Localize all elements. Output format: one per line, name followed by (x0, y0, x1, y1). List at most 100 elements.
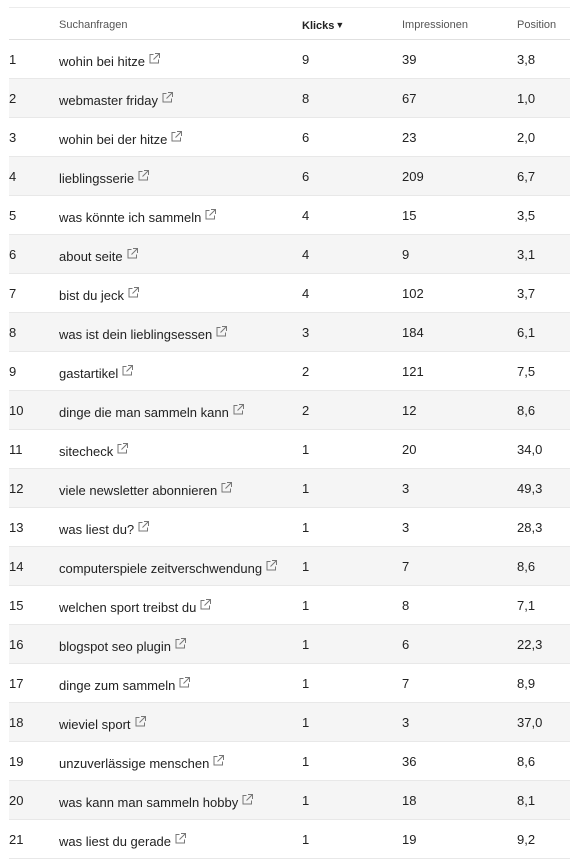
row-number: 17 (9, 676, 24, 691)
query-text: wieviel sport (59, 717, 131, 732)
row-number: 13 (9, 520, 24, 535)
impressions-value: 184 (402, 325, 424, 340)
klicks-value: 1 (302, 832, 310, 847)
external-link-icon[interactable] (213, 754, 225, 766)
impressions-value: 18 (402, 793, 417, 808)
impressions-value: 8 (402, 598, 410, 613)
position-value: 8,6 (517, 559, 536, 574)
query-cell: computerspiele zeitverschwendung (59, 559, 278, 576)
table-row: 13 was liest du? 1 3 28,3 (9, 508, 570, 547)
row-number: 14 (9, 559, 24, 574)
table-row: 15 welchen sport treibst du 1 8 7,1 (9, 586, 570, 625)
external-link-icon[interactable] (138, 520, 150, 532)
impressions-value: 121 (402, 364, 424, 379)
external-link-icon[interactable] (135, 715, 146, 727)
impressions-value: 9 (402, 247, 410, 262)
klicks-value: 1 (302, 442, 310, 457)
external-link-icon[interactable] (122, 364, 134, 376)
query-text: viele newsletter abonnieren (59, 483, 218, 498)
external-link-icon[interactable] (179, 676, 191, 688)
impressions-value: 67 (402, 91, 417, 106)
query-text: was kann man sammeln hobby (59, 795, 239, 810)
klicks-value: 1 (302, 754, 310, 769)
external-link-icon[interactable] (117, 442, 129, 454)
impressions-value: 20 (402, 442, 417, 457)
klicks-value: 4 (302, 286, 310, 301)
table-row: 18 wieviel sport 1 3 37,0 (9, 703, 570, 742)
position-value: 22,3 (517, 637, 543, 652)
column-header-klicks[interactable]: Klicks▼ (302, 18, 344, 33)
query-text: was liest du? (59, 522, 135, 537)
external-link-icon[interactable] (175, 637, 187, 649)
klicks-value: 6 (302, 130, 310, 145)
position-value: 28,3 (517, 520, 543, 535)
table-row: 12 viele newsletter abonnieren 1 3 49,3 (9, 469, 570, 508)
query-cell: was könnte ich sammeln (59, 208, 217, 225)
position-value: 3,8 (517, 52, 536, 67)
query-cell: was kann man sammeln hobby (59, 793, 254, 810)
table-row: 8 was ist dein lieblingsessen 3 184 6,1 (9, 313, 570, 352)
table-row: 10 dinge die man sammeln kann 2 12 8,6 (9, 391, 570, 430)
external-link-icon[interactable] (242, 793, 254, 805)
external-link-icon[interactable] (205, 208, 217, 220)
position-value: 1,0 (517, 91, 536, 106)
external-link-icon[interactable] (171, 130, 183, 142)
impressions-value: 3 (402, 520, 410, 535)
table-header: Suchanfragen Klicks▼ Impressionen Positi… (9, 7, 570, 40)
external-link-icon[interactable] (200, 598, 212, 610)
position-value: 8,6 (517, 754, 536, 769)
column-header-position[interactable]: Position (517, 19, 557, 31)
klicks-value: 1 (302, 481, 310, 496)
query-cell: gastartikel (59, 364, 134, 381)
column-header-impressions[interactable]: Impressionen (402, 19, 469, 31)
query-text: blogspot seo plugin (59, 639, 172, 654)
impressions-value: 7 (402, 559, 410, 574)
query-cell: was liest du gerade (59, 832, 187, 849)
table-row: 6 about seite 4 9 3,1 (9, 235, 570, 274)
query-text: welchen sport treibst du (59, 600, 197, 615)
impressions-value: 102 (402, 286, 424, 301)
klicks-value: 8 (302, 91, 310, 106)
table-row: 3 wohin bei der hitze 6 23 2,0 (9, 118, 570, 157)
impressions-value: 36 (402, 754, 417, 769)
impressions-value: 19 (402, 832, 417, 847)
external-link-icon[interactable] (233, 403, 244, 415)
impressions-value: 23 (402, 130, 417, 145)
column-header-query[interactable]: Suchanfragen (59, 19, 128, 31)
position-value: 3,5 (517, 208, 536, 223)
table-row: 16 blogspot seo plugin 1 6 22,3 (9, 625, 570, 664)
query-text: lieblingsserie (59, 171, 135, 186)
query-cell: about seite (59, 247, 138, 264)
query-cell: wieviel sport (59, 715, 146, 732)
external-link-icon[interactable] (221, 481, 233, 493)
klicks-value: 1 (302, 559, 310, 574)
klicks-value: 1 (302, 793, 310, 808)
klicks-value: 1 (302, 676, 310, 691)
external-link-icon[interactable] (162, 91, 173, 103)
klicks-value: 1 (302, 715, 310, 730)
table-row: 21 was liest du gerade 1 19 9,2 (9, 820, 570, 859)
table-row: 7 bist du jeck 4 102 3,7 (9, 274, 570, 313)
position-value: 2,0 (517, 130, 536, 145)
klicks-value: 4 (302, 247, 310, 262)
external-link-icon[interactable] (149, 52, 160, 64)
row-number: 2 (9, 91, 17, 106)
query-text: wohin bei der hitze (59, 132, 168, 147)
impressions-value: 6 (402, 637, 410, 652)
external-link-icon[interactable] (216, 325, 228, 337)
row-number: 21 (9, 832, 24, 847)
table-row: 11 sitecheck 1 20 34,0 (9, 430, 570, 469)
row-number: 20 (9, 793, 24, 808)
external-link-icon[interactable] (128, 286, 140, 298)
external-link-icon[interactable] (127, 247, 138, 259)
row-number: 18 (9, 715, 24, 730)
row-number: 3 (9, 130, 17, 145)
row-number: 15 (9, 598, 24, 613)
query-cell: lieblingsserie (59, 169, 150, 186)
query-cell: wohin bei der hitze (59, 130, 183, 147)
row-number: 4 (9, 169, 17, 184)
table-body: 1 wohin bei hitze 9 39 3,8 2 webmaster friday 8… (9, 40, 570, 859)
external-link-icon[interactable] (175, 832, 187, 844)
external-link-icon[interactable] (266, 559, 278, 571)
external-link-icon[interactable] (138, 169, 150, 181)
